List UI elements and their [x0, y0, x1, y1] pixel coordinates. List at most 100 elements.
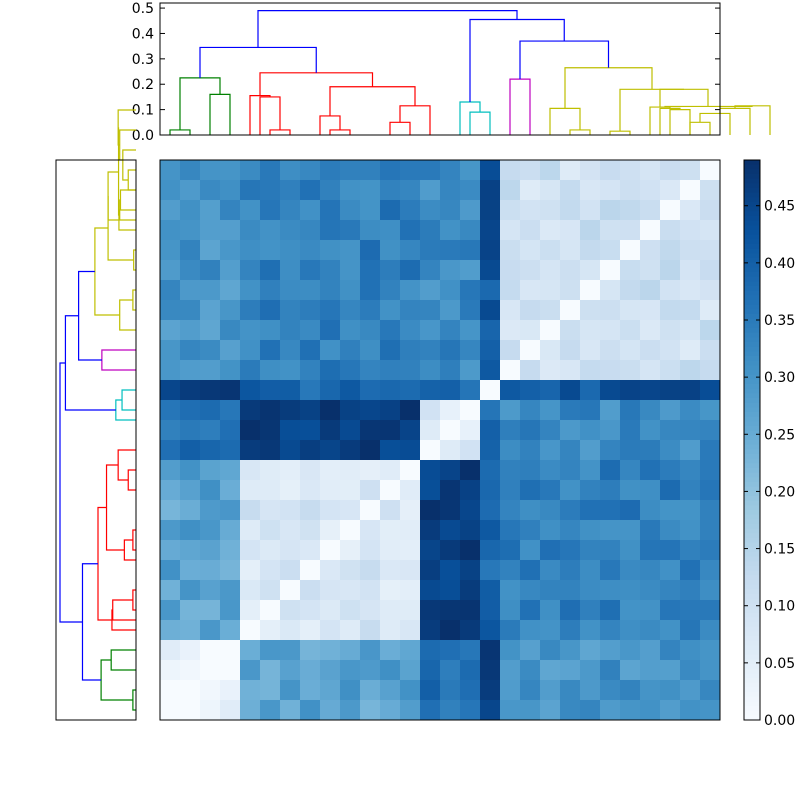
- heatmap-cell: [420, 300, 441, 321]
- heatmap-cell: [380, 220, 401, 241]
- heatmap-cell: [340, 420, 361, 441]
- heatmap-cell: [520, 320, 541, 341]
- heatmap-cell: [260, 600, 281, 621]
- heatmap-cell: [320, 340, 341, 361]
- heatmap-cell: [380, 480, 401, 501]
- colorbar-segment: [744, 435, 760, 441]
- heatmap-cell: [640, 640, 661, 661]
- heatmap-cell: [520, 260, 541, 281]
- heatmap-cell: [520, 200, 541, 221]
- heatmap-cell: [280, 400, 301, 421]
- heatmap-cell: [380, 700, 401, 721]
- heatmap-cell: [160, 200, 181, 221]
- heatmap-cell: [400, 340, 421, 361]
- heatmap-cell: [620, 440, 641, 461]
- heatmap-cell: [700, 320, 721, 341]
- heatmap-cell: [400, 400, 421, 421]
- heatmap-cell: [300, 680, 321, 701]
- heatmap-cell: [460, 540, 481, 561]
- top-dendrogram-frame: [159, 2, 721, 136]
- heatmap-cell: [400, 200, 421, 221]
- colorbar-segment: [744, 225, 760, 231]
- top-dendrogram-link: [649, 106, 671, 135]
- heatmap-cell: [700, 380, 721, 401]
- heatmap-cell: [580, 220, 601, 241]
- heatmap-cell: [680, 200, 701, 221]
- heatmap-cell: [520, 700, 541, 721]
- heatmap-cell: [560, 280, 581, 301]
- heatmap-cell: [380, 500, 401, 521]
- heatmap-cell: [540, 280, 561, 301]
- heatmap-cell: [580, 640, 601, 661]
- heatmap-cell: [580, 680, 601, 701]
- left-dendrogram-link: [127, 469, 136, 491]
- colorbar-segment: [744, 192, 760, 198]
- heatmap-cell: [680, 240, 701, 261]
- heatmap-cell: [160, 640, 181, 661]
- heatmap-cell: [180, 280, 201, 301]
- heatmap-cell: [280, 440, 301, 461]
- colorbar-segment: [744, 164, 760, 170]
- heatmap-cell: [580, 320, 601, 341]
- heatmap-cell: [300, 640, 321, 661]
- heatmap-cell: [680, 600, 701, 621]
- heatmap-cell: [600, 260, 621, 281]
- heatmap-cell: [440, 600, 461, 621]
- heatmap-cell: [460, 320, 481, 341]
- heatmap-cell: [480, 220, 501, 241]
- heatmap-cell: [700, 680, 721, 701]
- heatmap-cell: [420, 320, 441, 341]
- colorbar-segment: [744, 276, 760, 282]
- heatmap-cell: [460, 300, 481, 321]
- heatmap-cell: [460, 680, 481, 701]
- top-dendrogram-link: [319, 115, 341, 135]
- heatmap-cell: [540, 560, 561, 581]
- colorbar-tick-label: 0.45: [764, 199, 795, 215]
- heatmap-cell: [420, 400, 441, 421]
- heatmap-cell: [440, 500, 461, 521]
- heatmap-cell: [540, 540, 561, 561]
- heatmap-cell: [420, 360, 441, 381]
- heatmap-cell: [260, 700, 281, 721]
- heatmap-cell: [280, 260, 301, 281]
- heatmap-cell: [380, 160, 401, 181]
- top-dendrogram-link: [259, 96, 281, 135]
- heatmap-cell: [640, 380, 661, 401]
- heatmap-cell: [560, 600, 581, 621]
- heatmap-cell: [420, 660, 441, 681]
- heatmap-cell: [620, 680, 641, 701]
- heatmap-cell: [580, 580, 601, 601]
- heatmap-cell: [600, 320, 621, 341]
- heatmap-cell: [580, 500, 601, 521]
- heatmap-cell: [320, 520, 341, 541]
- heatmap-cell: [280, 280, 301, 301]
- colorbar-segment: [744, 281, 760, 287]
- heatmap-cell: [280, 200, 301, 221]
- heatmap-cell: [400, 660, 421, 681]
- top-dendrogram-ytick-label: 0.2: [132, 77, 154, 93]
- heatmap-cell: [200, 240, 221, 261]
- heatmap-cell: [500, 180, 521, 201]
- colorbar-segment: [744, 402, 760, 408]
- colorbar-segment: [744, 622, 760, 628]
- heatmap-cell: [620, 400, 641, 421]
- colorbar-segment: [744, 640, 760, 646]
- heatmap-cell: [660, 220, 681, 241]
- heatmap-cell: [280, 420, 301, 441]
- heatmap-cell: [520, 460, 541, 481]
- heatmap-cell: [700, 620, 721, 641]
- colorbar-segment: [744, 388, 760, 394]
- heatmap-cell: [280, 660, 301, 681]
- heatmap-cell: [580, 420, 601, 441]
- heatmap-cell: [500, 300, 521, 321]
- heatmap-cell: [260, 580, 281, 601]
- colorbar-segment: [744, 538, 760, 544]
- heatmap-cell: [240, 580, 261, 601]
- heatmap-cell: [540, 700, 561, 721]
- colorbar-segment: [744, 323, 760, 329]
- colorbar-segment: [744, 687, 760, 693]
- heatmap-cell: [300, 480, 321, 501]
- left-dendrogram-link: [94, 227, 120, 316]
- colorbar-segment: [744, 566, 760, 572]
- heatmap-cell: [460, 260, 481, 281]
